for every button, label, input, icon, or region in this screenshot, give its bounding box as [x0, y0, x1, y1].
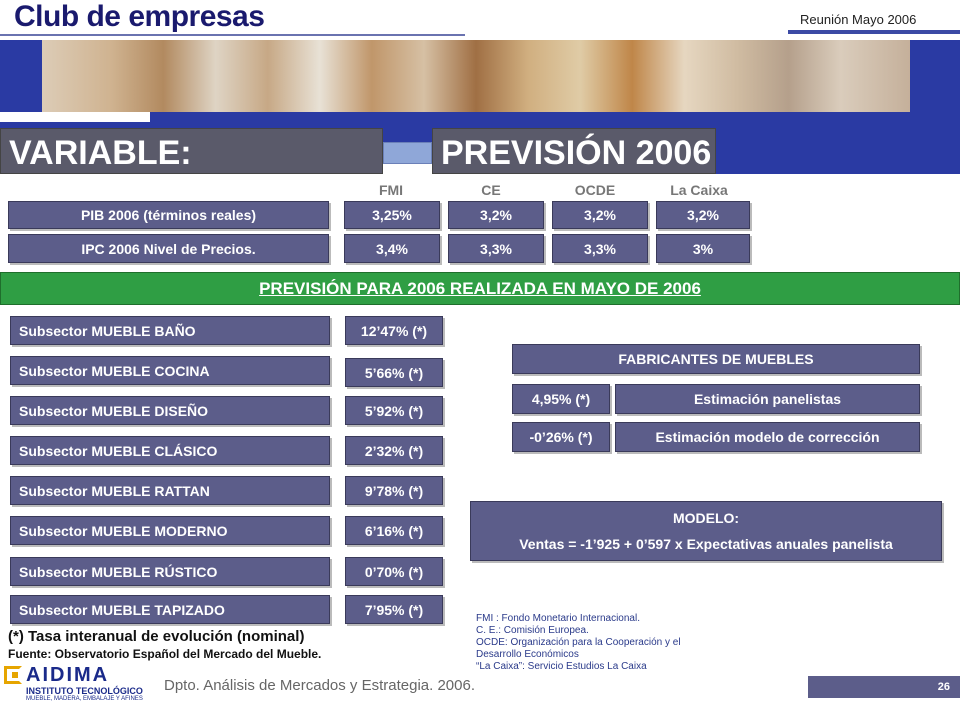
value-ipc-ce: 3,3% [448, 234, 544, 263]
subsector-label-rattan: Subsector MUEBLE RATTAN [10, 476, 330, 505]
title-variable: VARIABLE: ACTIVIDAD [0, 128, 383, 220]
column-header-la-caixa: La Caixa [670, 182, 728, 198]
title-blue-fill [716, 128, 960, 174]
header-rule [0, 34, 465, 36]
value-ipc-fmi: 3,4% [344, 234, 440, 263]
value-pib-fmi: 3,25% [344, 201, 440, 229]
value-ipc-la-caixa: 3% [656, 234, 750, 263]
column-header-ocde: OCDE [574, 182, 616, 198]
meeting-date: Reunión Mayo 2006 [800, 12, 917, 27]
subsector-value-rustico: 0’70% (*) [345, 557, 443, 586]
abbreviations-list: FMI : Fondo Monetario Internacional. C. … [476, 613, 681, 673]
subsector-value-bano: 12’47% (*) [345, 316, 443, 345]
value-pib-ce: 3,2% [448, 201, 544, 229]
manufacturers-value-correction: -0’26% (*) [512, 422, 610, 452]
abbreviation-item: Desarrollo Económicos [476, 649, 579, 660]
logo-name: AIDIMA [26, 664, 110, 686]
subsector-label-diseno: Subsector MUEBLE DISEÑO [10, 396, 330, 425]
model-formula: Ventas = -1’925 + 0’597 x Expectativas a… [519, 536, 893, 552]
title-bridge-top [383, 128, 432, 142]
row-label-pib: PIB 2006 (términos reales) [8, 201, 329, 229]
abbreviation-item: “La Caixa”: Servicio Estudios La Caixa [476, 661, 647, 672]
manufacturers-title: FABRICANTES DE MUEBLES [512, 344, 920, 374]
subsector-label-bano: Subsector MUEBLE BAÑO [10, 316, 330, 345]
subsector-value-cocina: 5’66% (*) [345, 358, 443, 387]
footer-department: Dpto. Análisis de Mercados y Estrategia.… [164, 677, 476, 694]
page-number: 26 [808, 676, 960, 698]
column-header-fmi: FMI [378, 182, 404, 198]
subsector-value-moderno: 6’16% (*) [345, 516, 443, 545]
banner-divider [0, 112, 150, 122]
subsector-value-rattan: 9’78% (*) [345, 476, 443, 505]
subsector-value-tapizado: 7’95% (*) [345, 595, 443, 624]
rate-note: (*) Tasa interanual de evolución (nomina… [8, 628, 305, 645]
model-title: MODELO: [672, 510, 740, 526]
subsector-label-clasico: Subsector MUEBLE CLÁSICO [10, 436, 330, 465]
logo-tagline: MUEBLE, MADERA, EMBALAJE Y AFINES [26, 696, 143, 702]
abbreviation-item: FMI : Fondo Monetario Internacional. [476, 613, 640, 624]
subsector-label-tapizado: Subsector MUEBLE TAPIZADO [10, 595, 330, 624]
manufacturers-label-correction: Estimación modelo de corrección [615, 422, 920, 452]
value-pib-ocde: 3,2% [552, 201, 648, 229]
value-pib-la-caixa: 3,2% [656, 201, 750, 229]
logo-subtitle: INSTITUTO TECNOLÓGICO [26, 686, 143, 696]
may-forecast-banner: PREVISIÓN PARA 2006 REALIZADA EN MAYO DE… [0, 272, 960, 305]
source-note: Fuente: Observatorio Español del Mercado… [8, 647, 322, 661]
abbreviation-item: OCDE: Organización para la Cooperación y… [476, 637, 681, 648]
furniture-photo-strip [42, 40, 910, 112]
aidima-logo-icon [4, 666, 22, 684]
subsector-label-rustico: Subsector MUEBLE RÚSTICO [10, 557, 330, 586]
title-forecast: PREVISIÓN 2006 [432, 128, 716, 174]
subsector-value-diseno: 5’92% (*) [345, 396, 443, 425]
row-label-ipc: IPC 2006 Nivel de Precios. [8, 234, 329, 263]
subsector-label-moderno: Subsector MUEBLE MODERNO [10, 516, 330, 545]
subsector-value-clasico: 2’32% (*) [345, 436, 443, 465]
subsector-label-cocina: Subsector MUEBLE COCINA [10, 356, 330, 385]
manufacturers-label-panelists: Estimación panelistas [615, 384, 920, 414]
manufacturers-value-panelists: 4,95% (*) [512, 384, 610, 414]
aidima-logo-icon-dot [12, 672, 18, 678]
title-bridge [383, 142, 432, 164]
column-header-ce: CE [481, 182, 501, 198]
value-ipc-ocde: 3,3% [552, 234, 648, 263]
header-accent-bar [788, 30, 960, 34]
abbreviation-item: C. E.: Comisión Europea. [476, 625, 589, 636]
model-box: MODELO: Ventas = -1’925 + 0’597 x Expect… [470, 501, 942, 561]
header-title: Club de empresas [14, 0, 265, 33]
